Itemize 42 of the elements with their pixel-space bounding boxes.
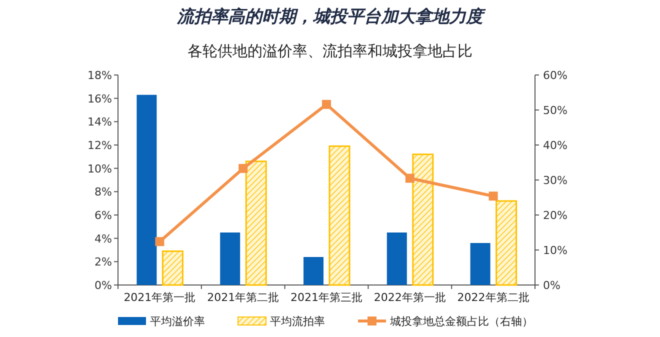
x-tick-label: 2021年第三批 (290, 291, 362, 304)
bar (386, 232, 407, 285)
y-tick-label: 18% (88, 69, 112, 82)
y2-tick-label: 60% (543, 69, 568, 82)
y2-tick-label: 20% (543, 209, 568, 222)
x-tick-label: 2022年第二批 (457, 291, 530, 304)
chart-title: 流拍率高的时期，城投平台加大拿地力度 (176, 7, 486, 27)
y-tick-label: 4% (94, 232, 112, 246)
bar (162, 250, 184, 286)
point (155, 237, 164, 246)
bar (304, 257, 324, 285)
bar (496, 200, 518, 286)
x-tick-label: 2021年第一批 (124, 291, 196, 304)
y-tick-label: 2% (94, 256, 112, 269)
y-tick-label: 8% (94, 186, 112, 199)
y-tick-label: 6% (94, 209, 112, 222)
x-tick-label: 2022年第一批 (374, 291, 446, 304)
legend-label: 城投拿地总金额占比（右轴） (389, 315, 533, 328)
bar (470, 243, 490, 285)
y-tick-label: 10% (88, 162, 112, 176)
point (488, 192, 498, 201)
y2-tick-label: 0% (543, 279, 560, 292)
y2-tick-label: 10% (543, 244, 568, 257)
chart-subtitle: 各轮供地的溢价率、流拍率和城投拿地占比 (188, 42, 472, 60)
y2-tick-label: 50% (543, 104, 568, 117)
y2-tick-label: 40% (543, 139, 568, 152)
point (322, 100, 331, 109)
bar (245, 160, 267, 286)
y-tick-label: 0% (94, 279, 112, 292)
bar (412, 154, 434, 286)
point (405, 174, 414, 183)
x-tick-label: 2021年第二批 (207, 291, 280, 304)
y-tick-label: 14% (88, 116, 112, 129)
bar (328, 145, 350, 286)
y-tick-label: 12% (88, 139, 112, 152)
bar (136, 94, 157, 285)
legend-label: 平均溢价率 (150, 315, 205, 328)
y2-tick-label: 30% (543, 174, 568, 187)
y-tick-label: 16% (88, 92, 112, 106)
legend-label: 平均流拍率 (270, 315, 325, 328)
point (238, 164, 248, 173)
bar (220, 232, 240, 285)
